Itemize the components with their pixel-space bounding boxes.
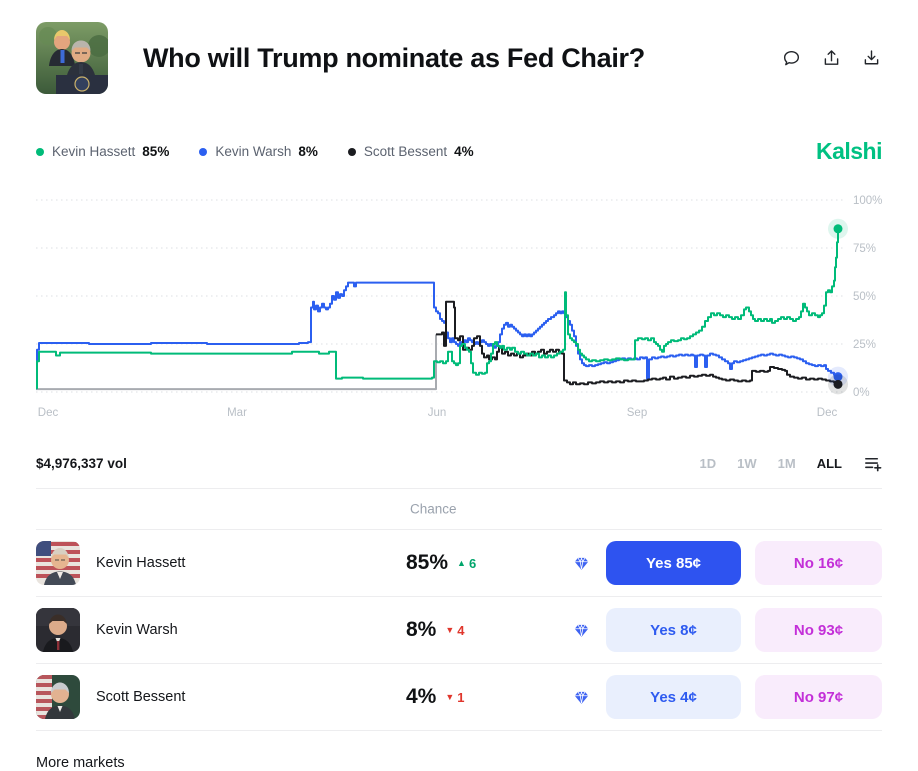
chance-cell: 8% ▼ 4	[406, 618, 556, 642]
share-button[interactable]	[820, 47, 842, 69]
delta-up-icon: ▲	[457, 558, 466, 568]
trump-powell-photo	[36, 22, 108, 94]
timeframe-selector: 1D 1W 1M ALL	[700, 454, 882, 473]
y-axis-label: 50%	[853, 291, 876, 303]
chance-delta: ▼ 4	[445, 622, 465, 638]
x-axis-label: Sep	[627, 407, 647, 419]
gem-cell	[556, 555, 606, 572]
no-button[interactable]: No 93¢	[755, 608, 882, 652]
x-axis-label: Jun	[428, 407, 447, 419]
legend-dot-green	[36, 147, 44, 156]
share-icon	[824, 49, 838, 65]
series-dot	[833, 372, 843, 382]
table-header: Chance	[36, 488, 882, 529]
comment-icon	[783, 50, 799, 65]
download-button[interactable]	[860, 47, 882, 69]
chance-delta: ▲ 6	[457, 555, 477, 571]
legend-label: Scott Bessent	[363, 144, 448, 159]
market-row-bessent[interactable]: Scott Bessent 4% ▼ 1 Yes 4¢ No 97¢	[36, 663, 882, 731]
chart-area: 0% 25% 50% 75% 100% Dec Mar Jun Sep Dec	[0, 190, 918, 435]
volume-label: $4,976,337 vol	[36, 455, 127, 471]
gem-icon	[574, 623, 588, 637]
gem-icon	[574, 690, 588, 704]
legend-label: Kevin Hassett	[52, 144, 136, 159]
legend-dot-blue	[199, 147, 208, 156]
yes-button[interactable]: Yes 8¢	[606, 608, 741, 652]
delta-down-icon: ▼	[445, 625, 455, 635]
legend-value: 8%	[298, 144, 318, 159]
price-chart[interactable]: 0% 25% 50% 75% 100% Dec Mar Jun Sep Dec	[0, 190, 918, 430]
outcome-name: Kevin Hassett	[96, 555, 186, 571]
outcome-name: Kevin Warsh	[96, 622, 178, 638]
market-row-warsh[interactable]: Kevin Warsh 8% ▼ 4 Yes 8¢ No 93¢	[36, 596, 882, 663]
chance-cell: 85% ▲ 6	[406, 551, 556, 575]
legend-item-warsh[interactable]: Kevin Warsh 8%	[199, 144, 318, 159]
event-thumbnail	[36, 22, 108, 94]
chart-legend: Kevin Hassett 85% Kevin Warsh 8% Scott B…	[36, 138, 883, 165]
y-axis-label: 100%	[853, 195, 882, 207]
market-row-hassett[interactable]: Kevin Hassett 85% ▲ 6 Yes 85¢ No 16¢	[36, 529, 882, 596]
timeframe-1m[interactable]: 1M	[777, 455, 796, 471]
x-axis-label: Dec	[817, 407, 838, 419]
chart-settings-button[interactable]	[863, 454, 882, 473]
kalshi-logo: Kalshi	[815, 138, 883, 164]
y-axis-label: 25%	[853, 339, 876, 351]
chart-toolbar: $4,976,337 vol 1D 1W 1M ALL	[36, 453, 882, 473]
series-line-pre-market	[36, 334, 437, 391]
timeframe-all[interactable]: ALL	[816, 455, 842, 471]
no-button[interactable]: No 97¢	[755, 675, 882, 719]
y-axis-label: 75%	[853, 243, 876, 255]
gem-cell	[556, 689, 606, 706]
delta-down-icon: ▼	[445, 692, 455, 702]
timeframe-1d[interactable]: 1D	[699, 455, 717, 471]
header-actions	[780, 47, 882, 69]
timeframe-1w[interactable]: 1W	[737, 455, 757, 471]
legend-value: 85%	[142, 144, 170, 159]
chance-column-header: Chance	[410, 501, 457, 517]
chance-value: 4%	[406, 685, 437, 708]
chance-delta: ▼ 1	[445, 689, 465, 705]
yes-button[interactable]: Yes 85¢	[606, 541, 741, 585]
outcomes-table: Chance Kevin Hassett 85%	[36, 488, 882, 731]
chance-cell: 4% ▼ 1	[406, 685, 556, 709]
avatar	[36, 608, 80, 652]
chance-value: 8%	[406, 618, 437, 641]
comment-button[interactable]	[780, 47, 802, 69]
avatar	[36, 675, 80, 719]
playlist-add-icon	[865, 457, 882, 471]
page-title: Who will Trump nominate as Fed Chair?	[143, 42, 645, 73]
outcome-name: Scott Bessent	[96, 689, 186, 705]
series-line-kevin-hassett	[36, 228, 839, 390]
more-markets-link[interactable]: More markets	[36, 755, 125, 771]
avatar	[36, 541, 80, 585]
gem-icon	[574, 556, 588, 570]
legend-item-bessent[interactable]: Scott Bessent 4%	[347, 144, 474, 159]
x-axis-label: Mar	[227, 407, 247, 419]
legend-item-hassett[interactable]: Kevin Hassett 85%	[36, 144, 169, 159]
legend-dot-black	[347, 147, 356, 156]
download-icon	[864, 49, 878, 64]
yes-button[interactable]: Yes 4¢	[606, 675, 741, 719]
y-axis-label: 0%	[853, 387, 870, 399]
gem-cell	[556, 622, 606, 639]
x-axis-label: Dec	[38, 407, 59, 419]
header: Who will Trump nominate as Fed Chair?	[36, 0, 882, 94]
chance-value: 85%	[406, 551, 449, 574]
legend-value: 4%	[454, 144, 474, 159]
legend-label: Kevin Warsh	[215, 144, 292, 159]
series-dot	[833, 379, 843, 389]
no-button[interactable]: No 16¢	[755, 541, 882, 585]
series-dot	[833, 224, 843, 234]
